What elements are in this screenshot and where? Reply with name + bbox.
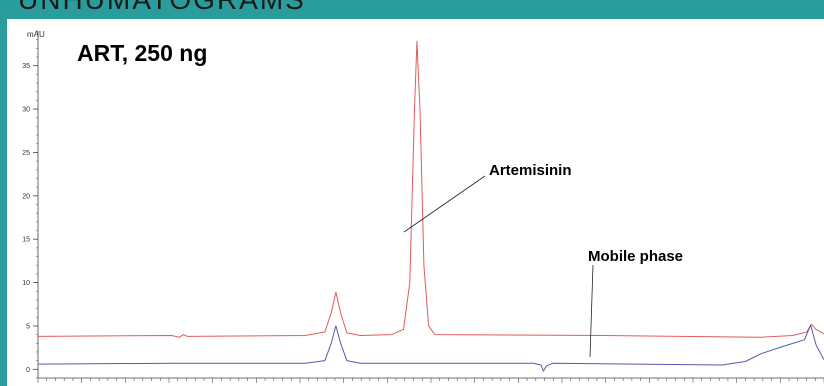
series-line-1 [37,324,824,372]
chart-series [37,40,824,372]
y-tick-label: 20 [22,193,30,200]
cropped-header-text: UNHUMATOGRAMS [18,0,306,16]
chromatogram-chart: 0 5 10 15 20 25 30 35 [22,30,824,383]
y-tick-label: 25 [22,150,30,157]
annotation-mobile-phase: Mobile phase [588,248,684,265]
annotation-artemisinin: Artemisinin [489,162,572,179]
series-line-0 [37,40,824,338]
chart-axes: 0 5 10 15 20 25 30 35 [22,30,824,383]
leader-line-artemisinin [403,175,486,233]
leader-line-mobile-phase [589,264,594,358]
y-tick-label: 0 [26,367,30,374]
annotation-leader-lines [403,175,594,358]
y-tick-label: 5 [26,323,30,330]
chromatogram-panel: 0 5 10 15 20 25 30 35 mAU ART, 250 ng Artemisin… [7,19,824,386]
y-tick-label: 10 [22,280,30,287]
y-tick-label: 35 [22,63,30,70]
y-tick-label: 15 [22,237,30,244]
chart-title: ART, 250 ng [77,40,208,66]
y-tick-label: 30 [22,107,30,114]
y-axis-unit-label: mAU [27,30,45,39]
